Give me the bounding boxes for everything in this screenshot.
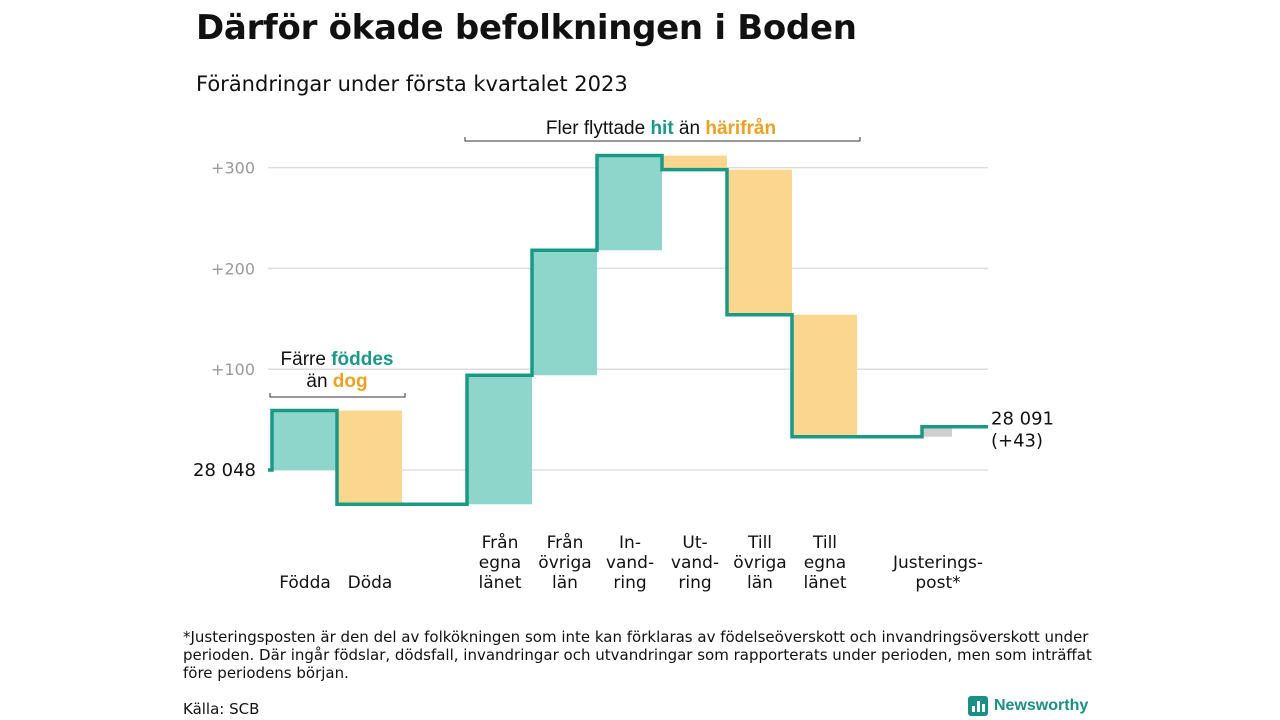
bar-7 [727, 169, 792, 315]
category-label: övriga [733, 553, 786, 573]
category-label: vand- [606, 553, 654, 573]
source-label: Källa: SCB [183, 700, 260, 718]
end-value-label: 28 091 [991, 409, 1054, 430]
category-label: vand- [671, 553, 719, 573]
bar-5 [597, 155, 662, 251]
y-tick-label: +300 [211, 159, 255, 178]
chart-title: Därför ökade befolkningen i Boden [196, 8, 857, 48]
category-label: post* [915, 573, 960, 593]
category-label: ring [613, 573, 646, 593]
migration-annotation: Fler flyttade hit än härifrån [546, 118, 776, 139]
category-label: län [552, 573, 578, 593]
bar-2 [337, 410, 402, 505]
category-label: Till [747, 533, 772, 553]
category-label: övriga [538, 553, 591, 573]
category-label: Döda [348, 573, 393, 593]
category-label: Justerings- [892, 553, 983, 573]
bar-4 [532, 250, 597, 376]
bar-9 [922, 426, 952, 437]
category-label: Från [482, 532, 519, 553]
brand-logo[interactable]: Newsworthy [968, 696, 1088, 716]
bar-8 [792, 314, 857, 437]
category-label: egna [804, 553, 846, 573]
category-label: In- [619, 533, 641, 553]
brand-name: Newsworthy [994, 697, 1089, 714]
cumulative-step-line [268, 153, 988, 507]
category-label: Födda [279, 573, 331, 593]
births-annotation: Färre föddes [281, 349, 394, 370]
y-tick-label: +100 [211, 360, 255, 379]
y-tick-label: +200 [211, 259, 255, 278]
chart-subtitle: Förändringar under första kvartalet 2023 [196, 72, 628, 96]
category-label: ring [678, 573, 711, 593]
footnote: *Justeringsposten är den del av folkökni… [183, 628, 1092, 682]
bar-6 [662, 155, 727, 170]
migration-bracket [464, 137, 861, 142]
births-annotation-line2: än dog [306, 371, 367, 392]
start-value-label: 28 048 [193, 460, 256, 481]
bar-3 [467, 375, 532, 505]
bar-chart-icon [968, 696, 988, 716]
births-bracket [269, 393, 406, 398]
category-label: Ut- [682, 533, 707, 553]
category-label: länet [478, 573, 521, 593]
category-label: länet [803, 573, 846, 593]
category-label: Från [547, 532, 584, 553]
category-label: län [747, 573, 773, 593]
end-change-label: (+43) [991, 431, 1043, 452]
category-label: Till [812, 533, 837, 553]
bar-1 [272, 410, 337, 470]
category-label: egna [479, 553, 521, 573]
